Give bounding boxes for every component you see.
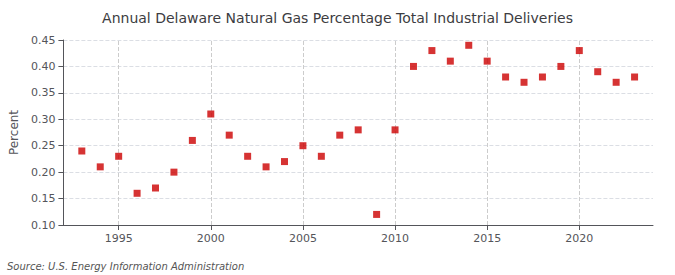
svg-text:Source: U.S. Energy Informatio: Source: U.S. Energy Information Administ… xyxy=(7,261,244,272)
svg-text:0.30: 0.30 xyxy=(31,113,56,126)
svg-text:0.10: 0.10 xyxy=(31,219,56,232)
svg-text:Percent: Percent xyxy=(7,110,21,155)
svg-text:2005: 2005 xyxy=(289,232,317,245)
svg-text:0.25: 0.25 xyxy=(31,139,56,152)
svg-text:2010: 2010 xyxy=(381,232,409,245)
svg-text:0.45: 0.45 xyxy=(31,34,56,47)
svg-text:0.20: 0.20 xyxy=(31,166,56,179)
svg-text:0.40: 0.40 xyxy=(31,60,56,73)
svg-text:1995: 1995 xyxy=(105,232,133,245)
svg-text:0.35: 0.35 xyxy=(31,86,56,99)
svg-text:2015: 2015 xyxy=(473,232,501,245)
svg-text:2020: 2020 xyxy=(565,232,593,245)
svg-text:0.15: 0.15 xyxy=(31,192,56,205)
svg-text:2000: 2000 xyxy=(197,232,225,245)
svg-text:Annual Delaware Natural Gas Pe: Annual Delaware Natural Gas Percentage T… xyxy=(102,10,573,26)
